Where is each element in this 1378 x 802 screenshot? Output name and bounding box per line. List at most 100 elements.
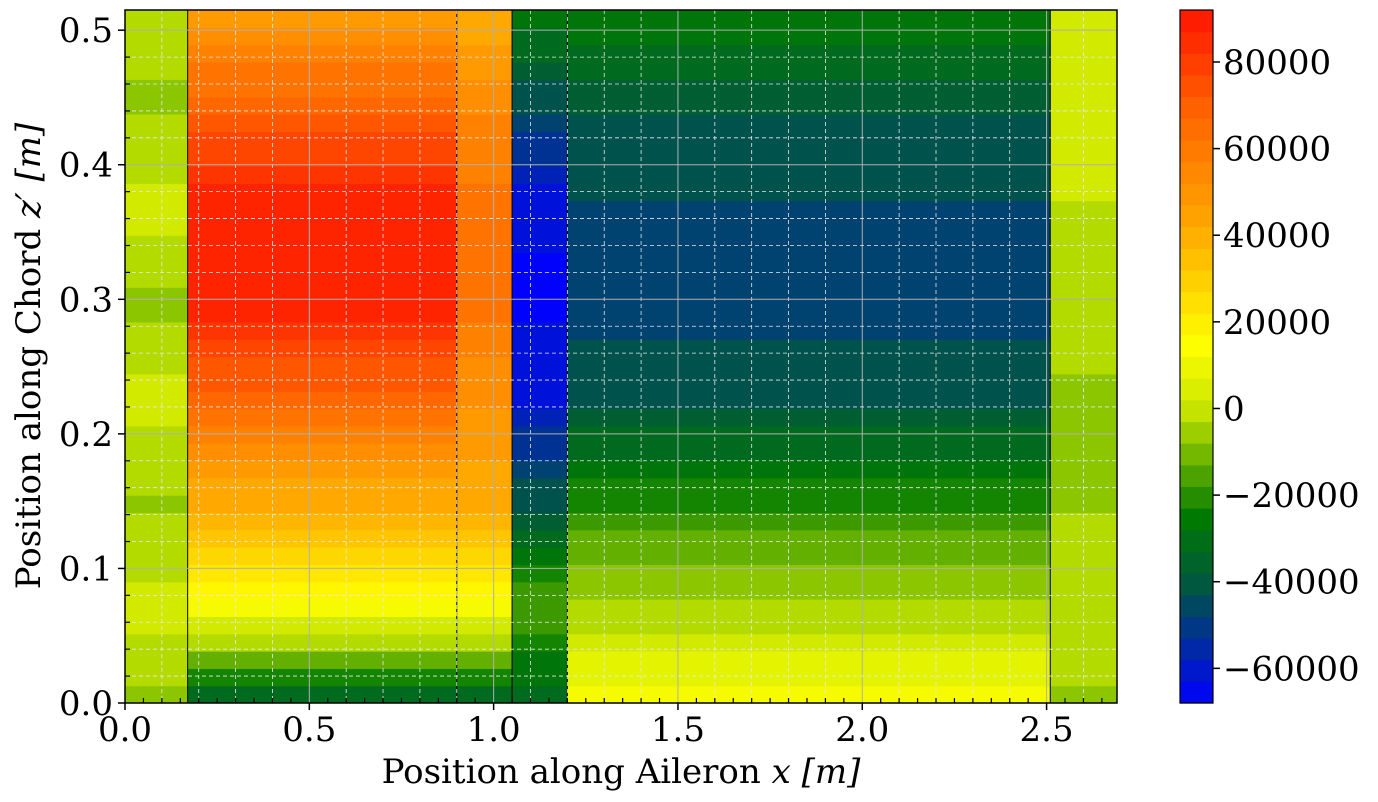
contour-band bbox=[456, 217, 513, 236]
contour-band bbox=[512, 599, 568, 617]
contour-band bbox=[187, 425, 458, 444]
contour-band bbox=[1050, 529, 1117, 548]
contour-band bbox=[456, 148, 513, 167]
contour-band bbox=[125, 165, 189, 184]
contour-band bbox=[1050, 477, 1117, 496]
contour-band bbox=[456, 131, 513, 150]
contour-band bbox=[125, 373, 189, 392]
colorbar-tick-label: −40000 bbox=[1223, 563, 1360, 603]
contour-band bbox=[456, 113, 513, 132]
colorbar-band bbox=[1180, 248, 1213, 271]
contour-band bbox=[512, 269, 568, 288]
contour-band bbox=[456, 425, 513, 444]
contour-band bbox=[512, 408, 568, 427]
contour-band bbox=[512, 547, 568, 565]
y-axis: 0.0 0.1 0.2 0.3 0.4 0.5 bbox=[59, 11, 130, 724]
contour-band bbox=[125, 391, 189, 410]
colorbar-band bbox=[1180, 161, 1213, 184]
contour-band bbox=[567, 443, 1051, 462]
contour-band bbox=[456, 633, 513, 652]
contour-band bbox=[187, 200, 458, 219]
contour-band bbox=[456, 599, 513, 617]
contour-band bbox=[187, 269, 458, 288]
contour-band bbox=[456, 460, 513, 479]
contour-band bbox=[456, 252, 513, 271]
contour-band bbox=[187, 356, 458, 375]
contour-band bbox=[567, 668, 1051, 687]
contour-band bbox=[187, 79, 458, 98]
contour-band bbox=[125, 183, 189, 202]
plot-area bbox=[125, 10, 1117, 703]
contour-band bbox=[1050, 391, 1117, 410]
colorbar-band bbox=[1180, 118, 1213, 141]
colorbar-tick-label: 80000 bbox=[1223, 43, 1331, 83]
contour-band bbox=[1050, 495, 1117, 514]
contour-band bbox=[187, 61, 458, 80]
contour-band bbox=[567, 460, 1051, 479]
contour-band bbox=[512, 321, 568, 340]
contour-band bbox=[512, 391, 568, 410]
contour-band bbox=[512, 616, 568, 635]
contour-band bbox=[187, 217, 458, 236]
contour-band bbox=[187, 443, 458, 462]
contour-band bbox=[512, 564, 568, 583]
contour-band bbox=[187, 44, 458, 63]
colorbar-tick-label: 60000 bbox=[1223, 130, 1331, 170]
contour-band bbox=[512, 529, 568, 548]
colorbar-band bbox=[1180, 378, 1213, 401]
colorbar-tick-label: 0 bbox=[1223, 389, 1245, 429]
contour-band bbox=[456, 547, 513, 565]
contour-band bbox=[1050, 27, 1117, 46]
colorbar-band bbox=[1180, 334, 1213, 358]
plot-frame bbox=[124, 9, 1118, 704]
contour-band bbox=[1050, 599, 1117, 617]
colorbar-frame bbox=[1179, 9, 1214, 704]
contour-band bbox=[512, 235, 568, 254]
contour-band bbox=[1050, 564, 1117, 583]
contour-band bbox=[187, 27, 458, 46]
contour-band bbox=[512, 10, 568, 28]
contour-band bbox=[125, 252, 189, 271]
contour-band bbox=[567, 27, 1051, 46]
colorbar-band bbox=[1180, 421, 1213, 444]
contour-band bbox=[1050, 200, 1117, 219]
contour-band bbox=[456, 685, 513, 703]
contour-band bbox=[125, 477, 189, 496]
contour-band bbox=[1050, 321, 1117, 340]
contour-band bbox=[1050, 443, 1117, 462]
contour-band bbox=[125, 79, 189, 98]
contour-band bbox=[1050, 356, 1117, 375]
contour-band bbox=[187, 633, 458, 652]
y-tick-label: 0.4 bbox=[59, 146, 113, 186]
contour-band bbox=[567, 356, 1051, 375]
contour-band bbox=[567, 616, 1051, 635]
contour-band bbox=[512, 495, 568, 514]
contour-band bbox=[187, 512, 458, 531]
contour-band bbox=[187, 287, 458, 306]
contour-band bbox=[567, 529, 1051, 548]
contour-band bbox=[567, 547, 1051, 565]
contour-band bbox=[567, 391, 1051, 410]
colorbar-band bbox=[1180, 594, 1213, 617]
contour-band bbox=[187, 165, 458, 184]
contour-band bbox=[187, 668, 458, 687]
contour-band bbox=[512, 512, 568, 531]
contour-band bbox=[1050, 165, 1117, 184]
colorbar-band bbox=[1180, 74, 1213, 98]
contour-band bbox=[125, 217, 189, 236]
colorbar-band bbox=[1180, 183, 1213, 206]
colorbar: −60000 −40000 −20000 0 20000 40000 60000 80000 bbox=[1179, 9, 1360, 704]
contour-band bbox=[125, 425, 189, 444]
contour-band bbox=[512, 217, 568, 236]
x-tick-label: 2.5 bbox=[1020, 710, 1074, 750]
contour-band bbox=[567, 183, 1051, 202]
colorbar-tick-label: −60000 bbox=[1223, 649, 1360, 689]
contour-band bbox=[456, 408, 513, 427]
contour-band bbox=[456, 391, 513, 410]
contour-band bbox=[567, 339, 1051, 358]
contour-band bbox=[456, 183, 513, 202]
contour-band bbox=[456, 564, 513, 583]
contour-band bbox=[567, 651, 1051, 669]
contour-band bbox=[1050, 44, 1117, 63]
colorbar-tick-label: −20000 bbox=[1223, 476, 1360, 516]
